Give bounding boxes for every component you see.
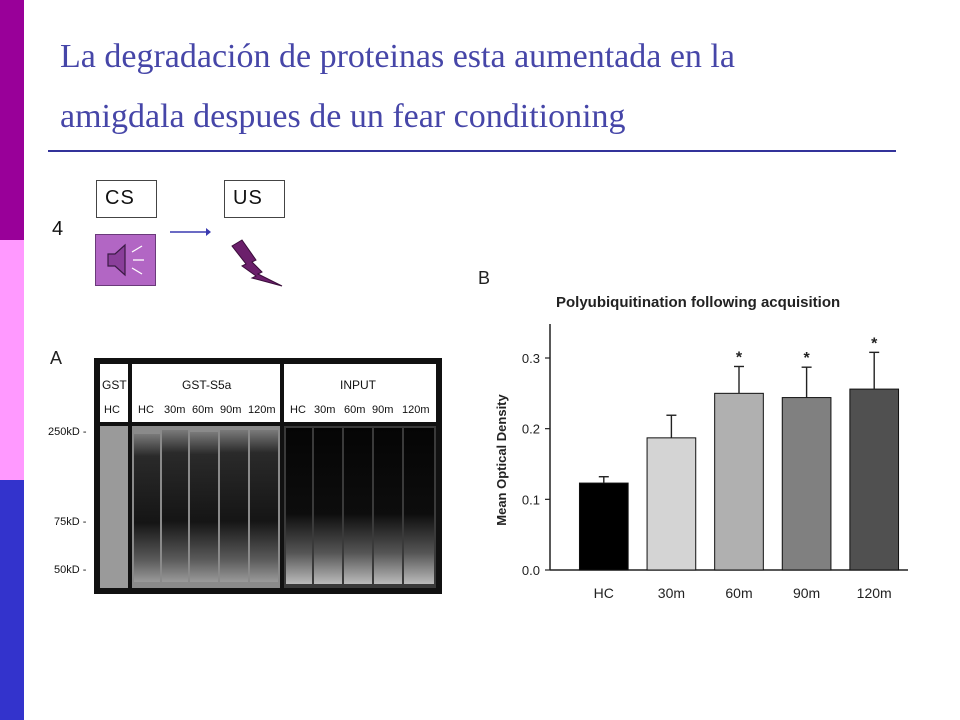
- lane-label-gst-hc: HC: [104, 404, 120, 416]
- slide-title-line-2: amigdala despues de un fear conditioning: [60, 98, 626, 135]
- x-tick-label: 90m: [793, 585, 820, 601]
- accent-strip-bottom: [0, 480, 24, 720]
- significance-marker: *: [871, 335, 878, 352]
- marker-250kd: 250kD -: [48, 426, 87, 438]
- y-tick-label: 0.0: [522, 563, 540, 578]
- trial-count: 4: [52, 218, 64, 240]
- bar-chart: 0.0 0.1 0.2 0.3 Mean Optical Density HC 30m * 60…: [494, 324, 908, 601]
- bar-30m: [646, 437, 697, 571]
- lane-label: 120m: [402, 404, 430, 416]
- lane-label: 60m: [192, 404, 214, 416]
- x-tick-label: 60m: [725, 585, 752, 601]
- x-tick-label: HC: [594, 585, 614, 601]
- input-header: INPUT: [340, 378, 376, 392]
- bar-60m: [714, 392, 764, 571]
- marker-75kd: 75kD -: [54, 516, 87, 528]
- lane-label: 120m: [248, 404, 276, 416]
- cs-label-box: CS: [96, 180, 157, 218]
- y-tick-label: 0.2: [522, 422, 540, 437]
- speaker-icon: [107, 243, 144, 277]
- lane-label: 90m: [220, 404, 242, 416]
- western-blot-image: GST GST-S5a INPUT HC HC 30m 60m 90m 120m…: [94, 358, 442, 594]
- blot-body: [100, 426, 436, 588]
- gst-header: GST: [102, 378, 127, 392]
- bar-90m: [781, 397, 832, 571]
- gst-header-box: [100, 364, 128, 422]
- accent-strip-top: [0, 0, 24, 240]
- chart-title: Polyubiquitination following acquisition: [556, 294, 841, 311]
- title-divider: [48, 150, 896, 152]
- accent-strip-middle: [0, 240, 24, 480]
- lane-label: 30m: [314, 404, 336, 416]
- x-tick-label: 120m: [857, 585, 892, 601]
- lane-label: 30m: [164, 404, 186, 416]
- lane-label: HC: [290, 404, 306, 416]
- panel-a-letter: A: [50, 348, 63, 368]
- lane-label: 90m: [372, 404, 394, 416]
- lane-label: 60m: [344, 404, 366, 416]
- input-header-box: [284, 364, 436, 422]
- gst-s5a-header-box: [132, 364, 280, 422]
- y-tick-label: 0.1: [522, 492, 540, 507]
- y-tick-label: 0.3: [522, 351, 540, 366]
- y-axis-label: Mean Optical Density: [494, 393, 509, 525]
- panel-b-letter: B: [478, 268, 491, 288]
- lightning-bolt-icon: [231, 239, 283, 287]
- significance-marker: *: [803, 350, 810, 367]
- right-arrow-icon: [170, 228, 211, 236]
- gst-s5a-header: GST-S5a: [182, 378, 232, 392]
- marker-50kd: 50kD -: [54, 564, 87, 576]
- significance-marker: *: [736, 349, 743, 366]
- speaker-button[interactable]: [95, 234, 156, 286]
- x-tick-label: 30m: [658, 585, 685, 601]
- lane-label: HC: [138, 404, 154, 416]
- bar-120m: [849, 388, 900, 571]
- us-label-box: US: [224, 180, 285, 218]
- slide-title-line-1: La degradación de proteinas esta aumenta…: [60, 38, 735, 75]
- bar-HC: [578, 482, 629, 571]
